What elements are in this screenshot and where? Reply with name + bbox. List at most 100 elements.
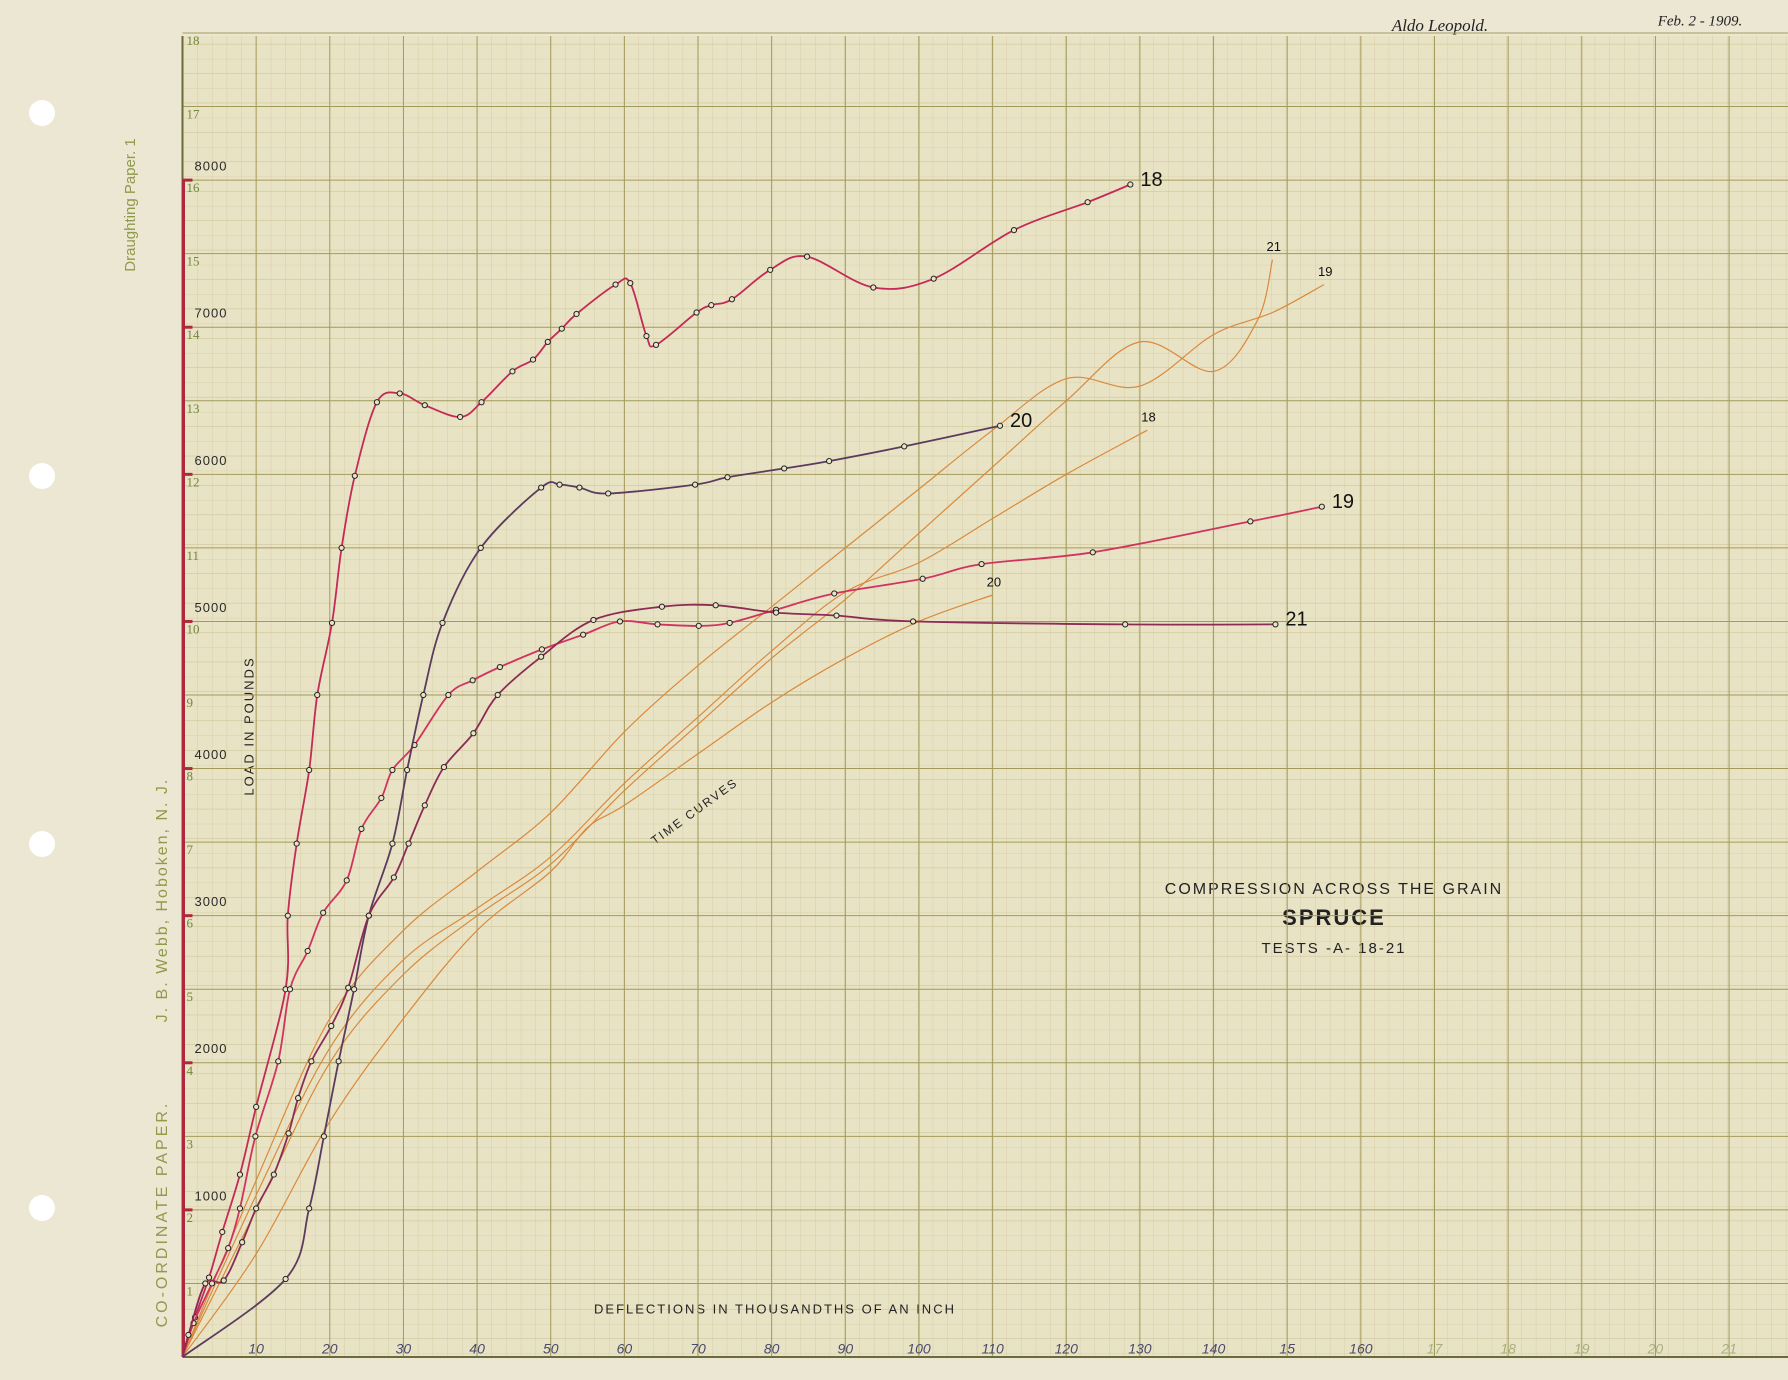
paper-y-label: 9	[187, 695, 194, 710]
data-point	[558, 325, 565, 332]
data-point	[270, 1171, 277, 1178]
data-point	[253, 1103, 260, 1111]
data-point	[320, 909, 327, 916]
data-point	[767, 266, 774, 273]
data-point	[469, 677, 476, 684]
data-point	[509, 368, 516, 375]
paper-y-label: 4	[187, 1063, 194, 1078]
paper-y-label: 15	[187, 254, 200, 269]
data-point	[930, 275, 937, 282]
data-point	[285, 1130, 292, 1137]
paper-y-label: 17	[187, 107, 201, 122]
x-tick-label: 110	[981, 1341, 1004, 1357]
series-line	[181, 603, 1276, 1358]
series-label: 18	[1141, 410, 1155, 425]
x-tick-label: 140	[1202, 1341, 1226, 1357]
series-label: 19	[1332, 491, 1354, 513]
punch-hole	[29, 831, 55, 857]
data-point	[538, 653, 545, 660]
data-point	[724, 474, 731, 481]
data-point	[284, 912, 291, 919]
paper-y-label: 18	[187, 33, 200, 48]
data-point	[1084, 199, 1091, 206]
paper-y-label: 10	[187, 621, 200, 636]
data-point	[538, 646, 545, 653]
data-point	[439, 619, 446, 627]
data-point	[236, 1205, 244, 1212]
x-tick-label: 130	[1128, 1341, 1152, 1357]
data-point	[691, 481, 699, 488]
data-point	[343, 877, 350, 884]
paper-y-label: 11	[187, 548, 200, 563]
data-point	[478, 399, 485, 406]
data-point	[556, 481, 563, 488]
data-point	[654, 621, 661, 628]
data-point	[295, 1094, 302, 1102]
series-label: 19	[1318, 264, 1332, 279]
paper-y-label: 6	[187, 916, 194, 931]
tests-label: TESTS -A- 18-21	[1261, 940, 1406, 957]
paper-y-label: 8	[187, 769, 194, 784]
data-point	[658, 603, 666, 610]
data-point	[396, 390, 403, 397]
series-label: 18	[1140, 169, 1162, 191]
punch-holes	[29, 100, 55, 1221]
paper-y-label: 2	[187, 1210, 194, 1225]
data-point	[328, 619, 336, 627]
data-point	[202, 1280, 209, 1287]
data-point	[1318, 503, 1325, 510]
data-point	[293, 840, 300, 847]
data-point	[1127, 181, 1134, 188]
data-point	[390, 874, 397, 881]
series-line	[182, 594, 993, 1358]
x-tick-label: 120	[1055, 1341, 1079, 1357]
paper-y-label: 5	[187, 989, 194, 1004]
data-point	[350, 986, 358, 993]
data-point	[328, 1022, 335, 1030]
y-tick-label: 2000	[195, 1041, 228, 1056]
paper-x-label: 19	[1574, 1341, 1590, 1357]
x-tick-label: 15	[1279, 1341, 1295, 1357]
paper-y-label: 13	[187, 401, 200, 416]
data-point	[919, 575, 926, 582]
data-point	[576, 484, 583, 491]
punch-hole	[29, 1195, 55, 1221]
data-point	[389, 840, 396, 847]
x-tick-label: 50	[543, 1341, 559, 1357]
paper-y-label: 7	[187, 842, 194, 857]
data-point	[695, 622, 702, 629]
data-point	[440, 763, 448, 771]
date: Feb. 2 - 1909.	[1657, 13, 1743, 29]
paper-y-label: 12	[187, 474, 200, 489]
paper-x-label: 18	[1500, 1341, 1516, 1357]
y-tick-label: 5000	[195, 600, 228, 615]
data-point	[870, 284, 877, 291]
data-point	[306, 1205, 313, 1212]
paper-y-label: 1	[187, 1283, 194, 1298]
data-point	[236, 1171, 244, 1178]
paper-y-label: 16	[187, 180, 201, 195]
data-point	[253, 1205, 260, 1212]
data-point	[544, 338, 551, 346]
data-point	[693, 309, 700, 316]
y-tick-label: 6000	[195, 453, 228, 468]
y-tick-label: 3000	[195, 894, 228, 909]
data-point	[404, 766, 411, 774]
author: Aldo Leopold.	[1391, 16, 1488, 35]
series-line	[181, 429, 1148, 1358]
series-line	[181, 424, 1001, 1358]
data-point	[652, 341, 660, 348]
data-point	[306, 766, 313, 774]
chart-title: COMPRESSION ACROSS THE GRAIN	[1165, 881, 1503, 898]
data-point	[708, 302, 715, 309]
data-point	[605, 490, 612, 497]
paper-y-label: 14	[187, 327, 201, 342]
data-point	[345, 984, 352, 991]
data-point	[728, 296, 736, 303]
data-point	[421, 402, 428, 409]
series-label: 20	[987, 574, 1001, 589]
data-point	[445, 691, 452, 699]
data-point	[239, 1239, 246, 1246]
data-point	[320, 1133, 328, 1140]
